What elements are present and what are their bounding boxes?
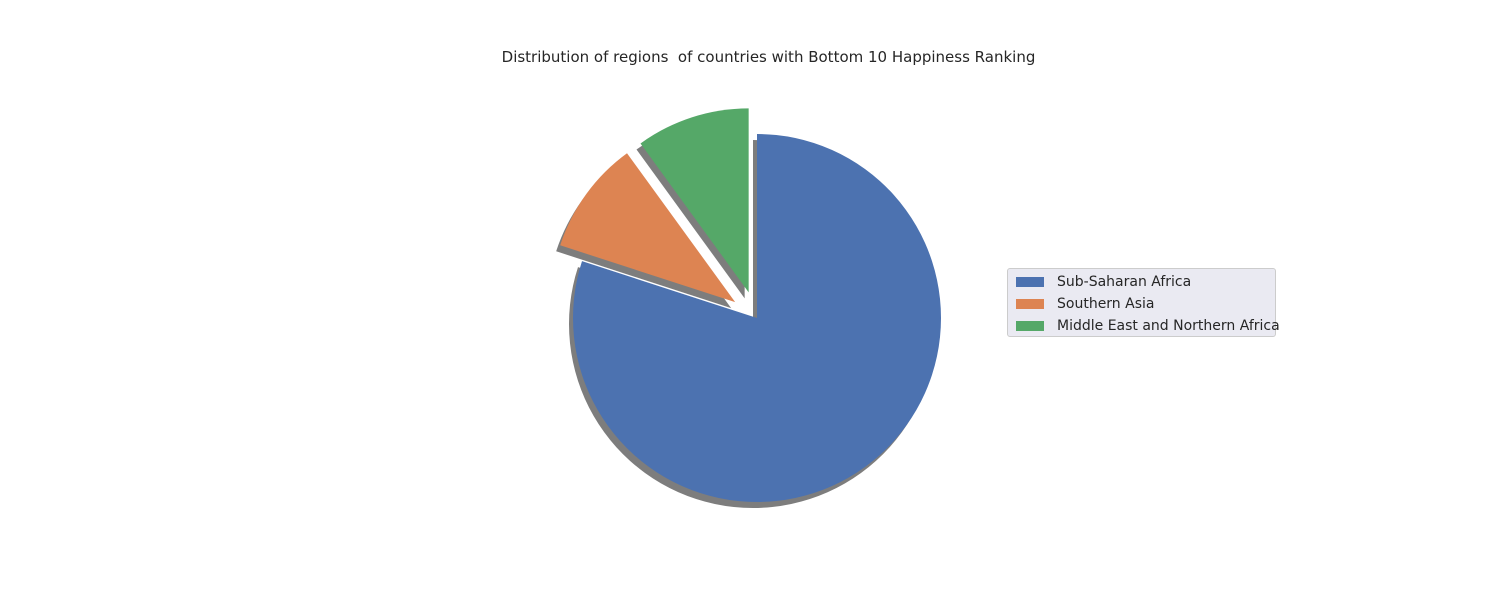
legend-item-southern-asia: Southern Asia: [1016, 293, 1275, 315]
legend-label: Southern Asia: [1057, 296, 1155, 312]
pie-slice-southern-asia: [560, 153, 736, 303]
chart-title: Distribution of regions of countries wit…: [501, 48, 1036, 66]
legend-swatch: [1016, 299, 1044, 309]
pie-slice-middle-east-and-northern-africa: [640, 108, 749, 293]
legend: Sub-Saharan Africa Southern Asia Middle …: [1007, 268, 1280, 337]
legend-label: Sub-Saharan Africa: [1057, 274, 1192, 290]
legend-swatch: [1016, 321, 1044, 331]
pie-slice-sub-saharan-africa: [573, 134, 941, 502]
legend-item-middle-east-and-northern-africa: Middle East and Northern Africa: [1016, 315, 1280, 337]
legend-label: Middle East and Northern Africa: [1057, 318, 1280, 334]
legend-item-sub-saharan-africa: Sub-Saharan Africa: [1016, 271, 1275, 293]
legend-swatch: [1016, 277, 1044, 287]
pie-slice-layer: [560, 108, 941, 502]
